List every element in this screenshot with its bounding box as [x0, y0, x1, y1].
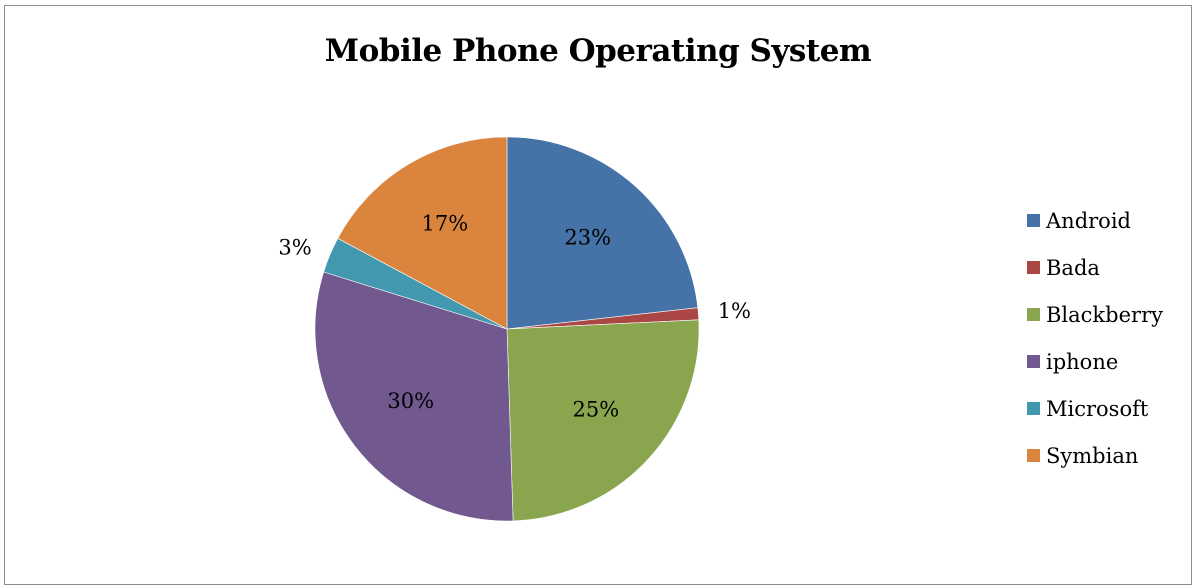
pie-label-bada: 1%	[718, 299, 751, 323]
legend-label: iphone	[1046, 349, 1119, 374]
legend-label: Symbian	[1046, 443, 1139, 468]
legend-label: Blackberry	[1046, 302, 1163, 327]
pie-label-symbian: 17%	[422, 212, 469, 236]
legend-item-android: Android	[1027, 197, 1163, 244]
legend-swatch	[1027, 402, 1040, 415]
pie-slice-iphone	[314, 271, 514, 522]
legend-item-symbian: Symbian	[1027, 432, 1163, 479]
pie-slice-blackberry	[506, 319, 700, 522]
legend-swatch	[1027, 214, 1040, 227]
pie-label-blackberry: 25%	[573, 398, 620, 422]
legend-item-iphone: iphone	[1027, 338, 1163, 385]
chart-title: Mobile Phone Operating System	[324, 33, 872, 69]
legend-item-microsoft: Microsoft	[1027, 385, 1163, 432]
legend-label: Android	[1046, 208, 1131, 233]
pie-slice-symbian	[337, 136, 508, 330]
legend-swatch	[1027, 355, 1040, 368]
legend-swatch	[1027, 308, 1040, 321]
pie-slice-android	[506, 136, 699, 330]
legend-label: Microsoft	[1046, 396, 1149, 421]
legend-label: Bada	[1046, 255, 1100, 280]
legend-swatch	[1027, 261, 1040, 274]
chart-legend: Android Bada Blackberry iphone Microsoft Symb…	[1027, 197, 1163, 479]
legend-item-bada: Bada	[1027, 244, 1163, 291]
legend-swatch	[1027, 449, 1040, 462]
pie-label-iphone: 30%	[387, 389, 434, 413]
pie-label-microsoft: 3%	[278, 235, 311, 259]
pie-label-android: 23%	[564, 225, 611, 249]
legend-item-blackberry: Blackberry	[1027, 291, 1163, 338]
